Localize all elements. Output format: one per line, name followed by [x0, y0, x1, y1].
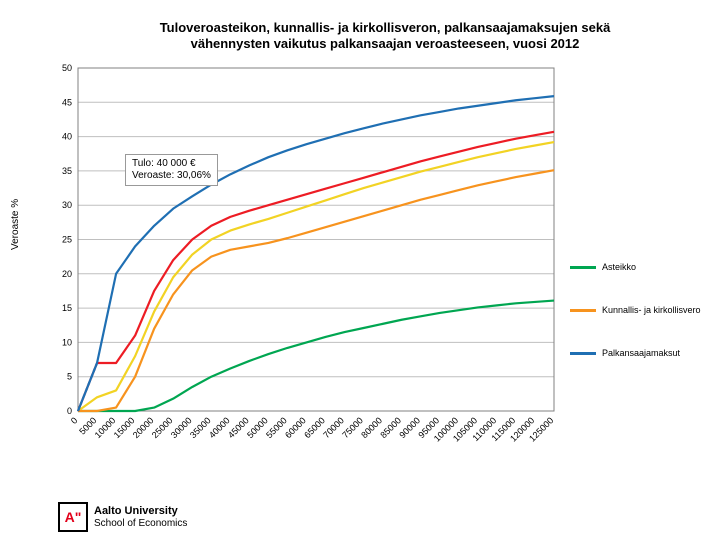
callout-line1: Tulo: 40 000 €: [132, 158, 196, 169]
callout-line2: Veroaste: 30,06%: [132, 170, 211, 181]
svg-text:10: 10: [62, 337, 72, 347]
legend-label: Asteikko: [602, 255, 636, 280]
legend-label: Kunnallis- ja kirkollisvero: [602, 298, 701, 323]
logo-sub: School of Economics: [94, 518, 187, 529]
y-axis-label: Veroaste %: [10, 199, 21, 250]
legend-item: Kunnallis- ja kirkollisvero: [570, 298, 701, 323]
footer-logo: A" Aalto University School of Economics: [58, 502, 187, 532]
svg-text:20: 20: [62, 269, 72, 279]
logo-name: Aalto University: [94, 505, 178, 517]
svg-text:0: 0: [67, 406, 72, 416]
legend-swatch: [570, 309, 596, 312]
svg-text:45: 45: [62, 97, 72, 107]
svg-text:5: 5: [67, 372, 72, 382]
chart-plot: 0510152025303540455005000100001500020000…: [50, 64, 560, 459]
callout-box: Tulo: 40 000 € Veroaste: 30,06%: [125, 154, 218, 186]
logo-mark: A": [58, 502, 88, 532]
legend-swatch: [570, 266, 596, 269]
legend-swatch: [570, 352, 596, 355]
legend-item: Asteikko: [570, 255, 701, 280]
svg-text:35: 35: [62, 166, 72, 176]
svg-text:30: 30: [62, 200, 72, 210]
legend: Asteikko Kunnallis- ja kirkollisvero Palka…: [570, 255, 701, 385]
svg-text:50: 50: [62, 64, 72, 73]
logo-text: Aalto University School of Economics: [94, 505, 187, 528]
svg-text:25: 25: [62, 235, 72, 245]
legend-item: Palkansaajamaksut: [570, 341, 701, 366]
svg-text:0: 0: [69, 415, 80, 426]
svg-text:15: 15: [62, 303, 72, 313]
chart-title: Tuloveroasteikon, kunnallis- ja kirkolli…: [120, 20, 650, 53]
legend-label: Palkansaajamaksut: [602, 341, 680, 366]
svg-text:40: 40: [62, 132, 72, 142]
